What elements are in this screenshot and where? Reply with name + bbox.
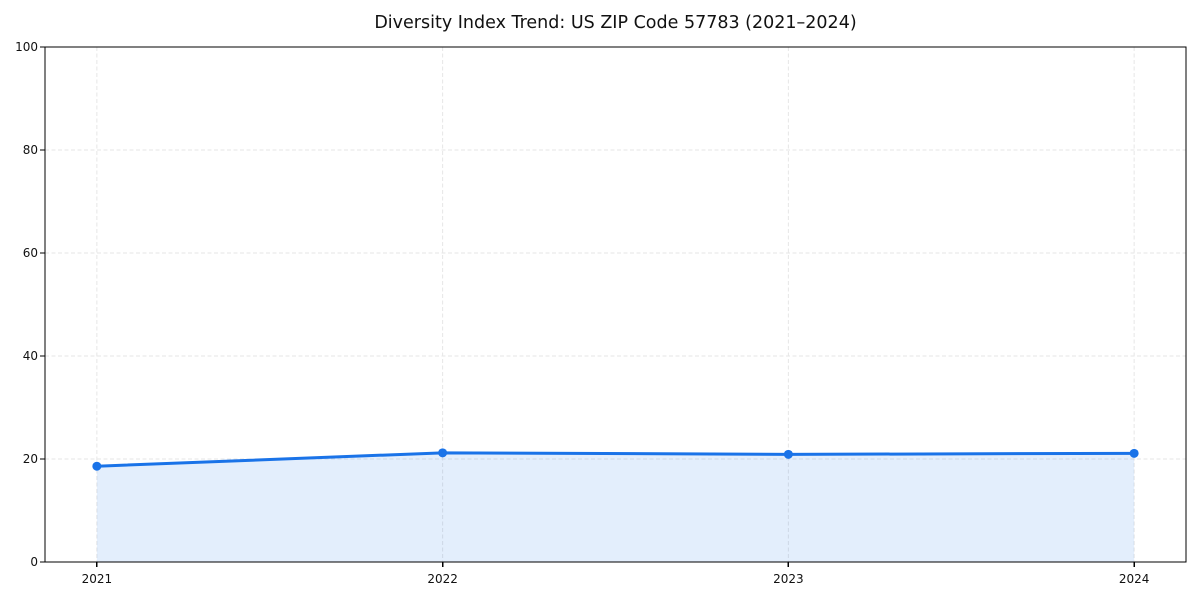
x-tick-label: 2022 [427,572,458,586]
axes-frame [44,46,1187,563]
x-tick-label: 2021 [82,572,113,586]
data-point-2021 [92,461,102,471]
plot-area: 0 20 40 60 80 100 2021 2022 2023 2024 [15,40,1187,586]
x-tick-label: 2023 [773,572,804,586]
y-tick-label: 0 [30,555,38,569]
data-point-2024 [1129,448,1139,458]
x-tick-label: 2024 [1119,572,1150,586]
y-tick-label: 40 [23,349,38,363]
y-tick-label: 80 [23,143,38,157]
data-point-2023 [783,449,793,459]
series-area-fill [96,452,1135,562]
y-tick-label: 100 [15,40,38,54]
y-tick-label: 20 [23,452,38,466]
data-point-2022 [438,448,448,458]
chart-title: Diversity Index Trend: US ZIP Code 57783… [374,13,856,33]
series-line [95,451,1136,468]
y-tick-label: 60 [23,246,38,260]
